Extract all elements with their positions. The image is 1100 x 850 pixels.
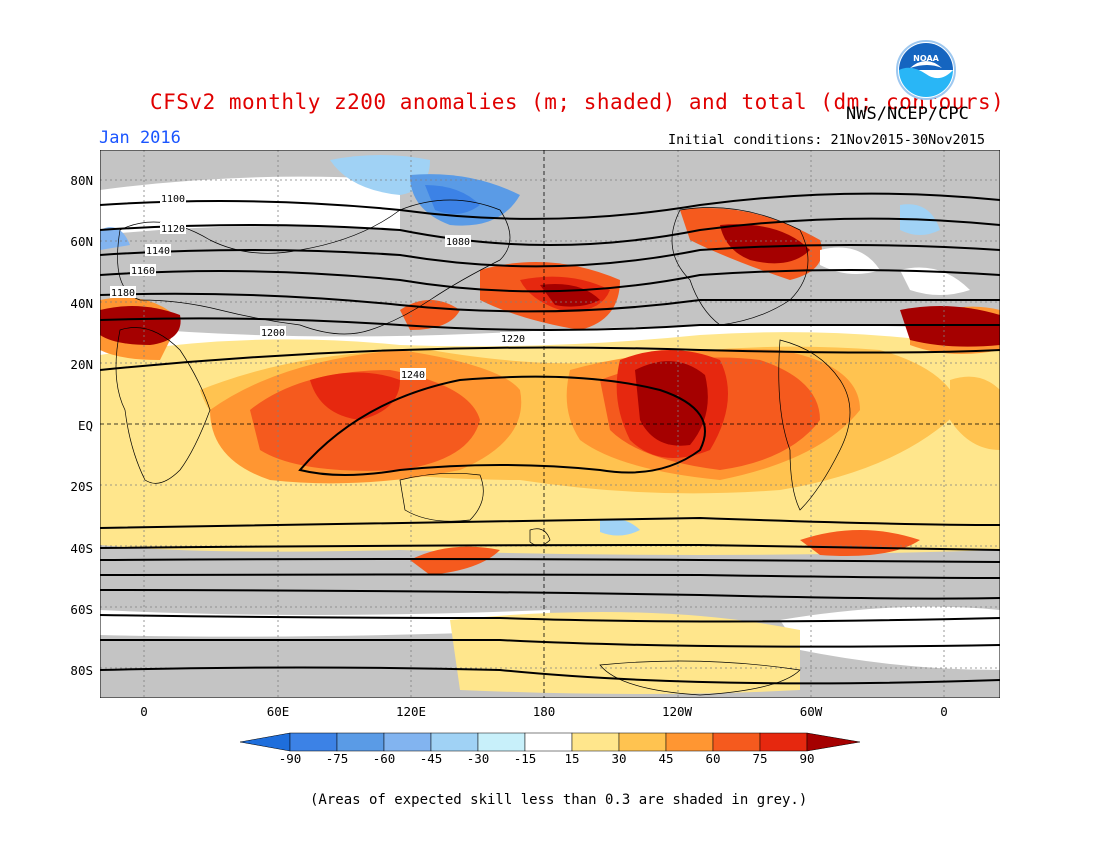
contour-line bbox=[100, 614, 1000, 623]
strong-anomaly-region bbox=[720, 224, 810, 264]
colorbar-bin bbox=[336, 732, 385, 752]
positive-anomaly-region bbox=[250, 370, 480, 471]
contour-label: 1200 bbox=[261, 328, 285, 339]
contour-line bbox=[100, 666, 1000, 685]
colorbar-tick: 90 bbox=[799, 751, 815, 766]
neutral-anomaly-region bbox=[780, 606, 1000, 670]
lat-label: 40N bbox=[70, 296, 93, 311]
lat-label: 60N bbox=[70, 234, 93, 249]
colorbar-tick: 15 bbox=[564, 751, 580, 766]
lon-label: 120W bbox=[661, 704, 693, 719]
contour-line bbox=[100, 543, 1000, 551]
neutral-anomaly-region bbox=[820, 247, 880, 274]
strong-anomaly-region bbox=[100, 306, 181, 345]
lat-label: 80S bbox=[70, 663, 93, 678]
lat-label: 40S bbox=[70, 541, 93, 556]
negative-anomaly-region bbox=[100, 227, 130, 250]
colorbar-tick: -45 bbox=[419, 751, 443, 766]
negative-anomaly-region bbox=[330, 155, 430, 195]
height-contours bbox=[100, 192, 1000, 685]
colorbar-bin bbox=[289, 732, 338, 752]
colorbar-bin bbox=[618, 732, 667, 752]
colorbar-bin bbox=[806, 732, 861, 752]
negative-anomaly-region bbox=[425, 185, 480, 214]
contour-line bbox=[100, 244, 1000, 268]
colorbar-tick: -15 bbox=[513, 751, 537, 766]
noaa-logo-text: NOAA bbox=[913, 54, 939, 63]
lon-label: 0 bbox=[940, 704, 948, 719]
strong-anomaly-region bbox=[540, 284, 600, 307]
contour-line bbox=[100, 558, 1000, 563]
colorbar-tick: -30 bbox=[466, 751, 490, 766]
lat-label: 80N bbox=[70, 173, 93, 188]
initial-conditions: Initial conditions: 21Nov2015-30Nov2015 bbox=[668, 132, 985, 148]
strong-anomaly-region bbox=[900, 306, 1000, 347]
lat-label: 20S bbox=[70, 479, 93, 494]
chart-title: CFSv2 monthly z200 anomalies (m; shaded)… bbox=[150, 90, 1005, 114]
contour-label: 1140 bbox=[146, 246, 170, 257]
agency-label: NWS/NCEP/CPC bbox=[846, 104, 969, 124]
contour-label: 1240 bbox=[401, 370, 425, 381]
strong-anomaly-region bbox=[635, 361, 708, 446]
contour-label: 1100 bbox=[161, 194, 185, 205]
lon-label: 0 bbox=[140, 704, 148, 719]
lon-label: 60W bbox=[799, 704, 823, 719]
negative-anomaly-region bbox=[600, 518, 640, 536]
contour-line bbox=[100, 573, 1000, 579]
colorbar-bin bbox=[383, 732, 432, 752]
lon-label: 180 bbox=[532, 704, 556, 719]
anomaly-map: 1080 1100 1120 1140 1160 1180 1200 1220 … bbox=[100, 150, 1000, 698]
colorbar bbox=[240, 732, 861, 752]
colorbar-tick: -60 bbox=[372, 751, 396, 766]
colorbar-bin bbox=[524, 732, 573, 752]
colorbar-bin bbox=[571, 732, 620, 752]
contour-labels: 1080 1100 1120 1140 1160 1180 1200 1220 … bbox=[110, 192, 526, 381]
contour-line bbox=[100, 638, 1000, 648]
colorbar-tick: 30 bbox=[611, 751, 627, 766]
neutral-anomaly-region bbox=[900, 267, 970, 295]
contour-line bbox=[100, 217, 1000, 246]
colorbar-bin bbox=[759, 732, 808, 752]
colorbar-bin bbox=[240, 732, 291, 752]
neutral-anomaly-region bbox=[100, 176, 400, 235]
colorbar-tick: -90 bbox=[278, 751, 302, 766]
reference-lines bbox=[100, 150, 1000, 698]
lat-label: 20N bbox=[70, 357, 93, 372]
contour-line bbox=[100, 346, 1000, 371]
lon-label: 120E bbox=[395, 704, 427, 719]
colorbar-tick: 75 bbox=[752, 751, 768, 766]
contour-line bbox=[100, 589, 1000, 600]
contour-label: 1080 bbox=[446, 237, 470, 248]
contour-label: 1220 bbox=[501, 334, 525, 345]
forecast-month: Jan 2016 bbox=[99, 128, 181, 148]
colorbar-bin bbox=[665, 732, 714, 752]
lon-label: 60E bbox=[266, 704, 290, 719]
contour-line bbox=[100, 516, 1000, 529]
footnote: (Areas of expected skill less than 0.3 a… bbox=[310, 792, 808, 808]
noaa-logo: NOAA bbox=[896, 40, 956, 100]
colorbar-bin bbox=[477, 732, 526, 752]
positive-anomaly-region bbox=[400, 300, 460, 330]
colorbar-tick: 45 bbox=[658, 751, 674, 766]
contour-label: 1180 bbox=[111, 288, 135, 299]
lat-label: EQ bbox=[77, 418, 93, 433]
contour-line bbox=[100, 269, 1000, 293]
contour-line bbox=[100, 292, 1000, 313]
contour-label: 1120 bbox=[161, 224, 185, 235]
colorbar-bin bbox=[430, 732, 479, 752]
positive-anomaly-region bbox=[950, 376, 1000, 450]
lat-label: 60S bbox=[70, 602, 93, 617]
colorbar-tick: -75 bbox=[325, 751, 349, 766]
contour-line bbox=[100, 317, 1000, 331]
contour-line bbox=[100, 192, 1000, 220]
positive-anomaly-region bbox=[410, 546, 500, 575]
positive-anomaly-region bbox=[800, 530, 920, 556]
contour-label: 1160 bbox=[131, 266, 155, 277]
colorbar-bin bbox=[712, 732, 761, 752]
contour-line bbox=[298, 375, 706, 476]
colorbar-tick: 60 bbox=[705, 751, 721, 766]
